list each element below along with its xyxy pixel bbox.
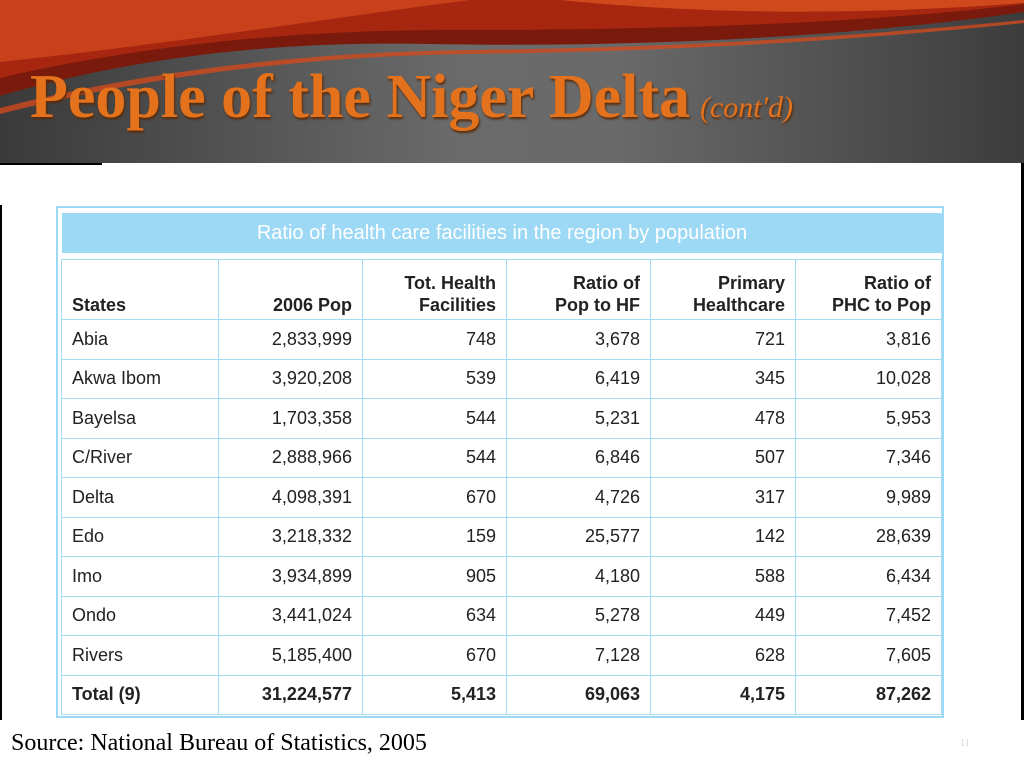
header-2006-pop: 2006 Pop [218,259,363,320]
cell-facilities: 670 [362,635,507,676]
slide-footer [0,720,1024,768]
slide-title-text: People of the Niger Delta [30,63,690,131]
cell-pop: 3,934,899 [218,556,363,597]
cell-facilities: 159 [362,516,507,557]
cell-ratio-hf: 6,846 [506,437,651,478]
cell-phc: 345 [650,358,796,399]
table-caption: Ratio of health care facilities in the r… [62,213,942,253]
cell-state: Delta [61,477,219,518]
cell-pop: 3,218,332 [218,516,363,557]
cell-pop: 1,703,358 [218,398,363,439]
total-pop: 31,224,577 [218,674,363,715]
cell-pop: 5,185,400 [218,635,363,676]
cell-facilities: 670 [362,477,507,518]
table-row: Abia 2,833,999 748 3,678 721 3,816 [61,319,942,360]
content-left-edge [0,205,2,720]
cell-ratio-phc: 6,434 [795,556,942,597]
table-row: Bayelsa 1,703,358 544 5,231 478 5,953 [61,398,942,439]
health-facilities-table: States 2006 Pop Tot. Health Facilities Ra… [61,259,942,715]
cell-facilities: 748 [362,319,507,360]
total-phc: 4,175 [650,674,796,715]
table-frame [56,206,944,718]
slide-title-suffix: (cont'd) [700,91,794,124]
cell-ratio-phc: 5,953 [795,398,942,439]
cell-pop: 4,098,391 [218,477,363,518]
header-health-facilities: Tot. Health Facilities [362,259,507,320]
cell-state: Akwa Ibom [61,358,219,399]
total-ratio-phc: 87,262 [795,674,942,715]
header-states: States [61,259,219,320]
cell-ratio-phc: 3,816 [795,319,942,360]
cell-phc: 721 [650,319,796,360]
cell-ratio-phc: 7,452 [795,595,942,636]
table-row: Rivers 5,185,400 670 7,128 628 7,605 [61,635,942,676]
cell-ratio-phc: 9,989 [795,477,942,518]
cell-pop: 3,920,208 [218,358,363,399]
cell-ratio-hf: 6,419 [506,358,651,399]
table-row: Delta 4,098,391 670 4,726 317 9,989 [61,477,942,518]
table-row: Imo 3,934,899 905 4,180 588 6,434 [61,556,942,597]
cell-facilities: 905 [362,556,507,597]
table-header-row: States 2006 Pop Tot. Health Facilities Ra… [61,259,942,320]
slide-number: 11 [960,738,970,749]
cell-ratio-hf: 5,278 [506,595,651,636]
cell-pop: 2,833,999 [218,319,363,360]
cell-phc: 628 [650,635,796,676]
cell-ratio-hf: 3,678 [506,319,651,360]
table-row: Edo 3,218,332 159 25,577 142 28,639 [61,516,942,557]
cell-ratio-phc: 7,605 [795,635,942,676]
table-row: Akwa Ibom 3,920,208 539 6,419 345 10,028 [61,358,942,399]
total-ratio-hf: 69,063 [506,674,651,715]
cell-state: Bayelsa [61,398,219,439]
header-ratio-phc-pop: Ratio of PHC to Pop [795,259,942,320]
cell-facilities: 544 [362,398,507,439]
cell-phc: 507 [650,437,796,478]
cell-ratio-phc: 28,639 [795,516,942,557]
cell-ratio-phc: 7,346 [795,437,942,478]
cell-pop: 3,441,024 [218,595,363,636]
cell-phc: 142 [650,516,796,557]
table-row: C/River 2,888,966 544 6,846 507 7,346 [61,437,942,478]
total-label: Total (9) [61,674,219,715]
cell-state: Imo [61,556,219,597]
cell-state: C/River [61,437,219,478]
cell-pop: 2,888,966 [218,437,363,478]
cell-ratio-hf: 7,128 [506,635,651,676]
cell-phc: 478 [650,398,796,439]
source-citation: Source: National Bureau of Statistics, 2… [11,730,427,756]
cell-state: Ondo [61,595,219,636]
total-facilities: 5,413 [362,674,507,715]
table-row: Ondo 3,441,024 634 5,278 449 7,452 [61,595,942,636]
cell-phc: 449 [650,595,796,636]
cell-ratio-phc: 10,028 [795,358,942,399]
cell-state: Edo [61,516,219,557]
cell-facilities: 544 [362,437,507,478]
cell-phc: 317 [650,477,796,518]
cell-phc: 588 [650,556,796,597]
cell-facilities: 539 [362,358,507,399]
cell-state: Rivers [61,635,219,676]
content-top-edge [0,163,102,165]
slide-header: People of the Niger Delta (cont'd) [0,0,1024,163]
cell-state: Abia [61,319,219,360]
cell-facilities: 634 [362,595,507,636]
cell-ratio-hf: 4,180 [506,556,651,597]
cell-ratio-hf: 25,577 [506,516,651,557]
slide-title: People of the Niger Delta (cont'd) [30,66,793,128]
table-total-row: Total (9) 31,224,577 5,413 69,063 4,175 … [61,674,942,715]
header-primary-healthcare: Primary Healthcare [650,259,796,320]
header-ratio-pop-hf: Ratio of Pop to HF [506,259,651,320]
cell-ratio-hf: 5,231 [506,398,651,439]
cell-ratio-hf: 4,726 [506,477,651,518]
header-swoosh-graphic [0,0,1024,114]
